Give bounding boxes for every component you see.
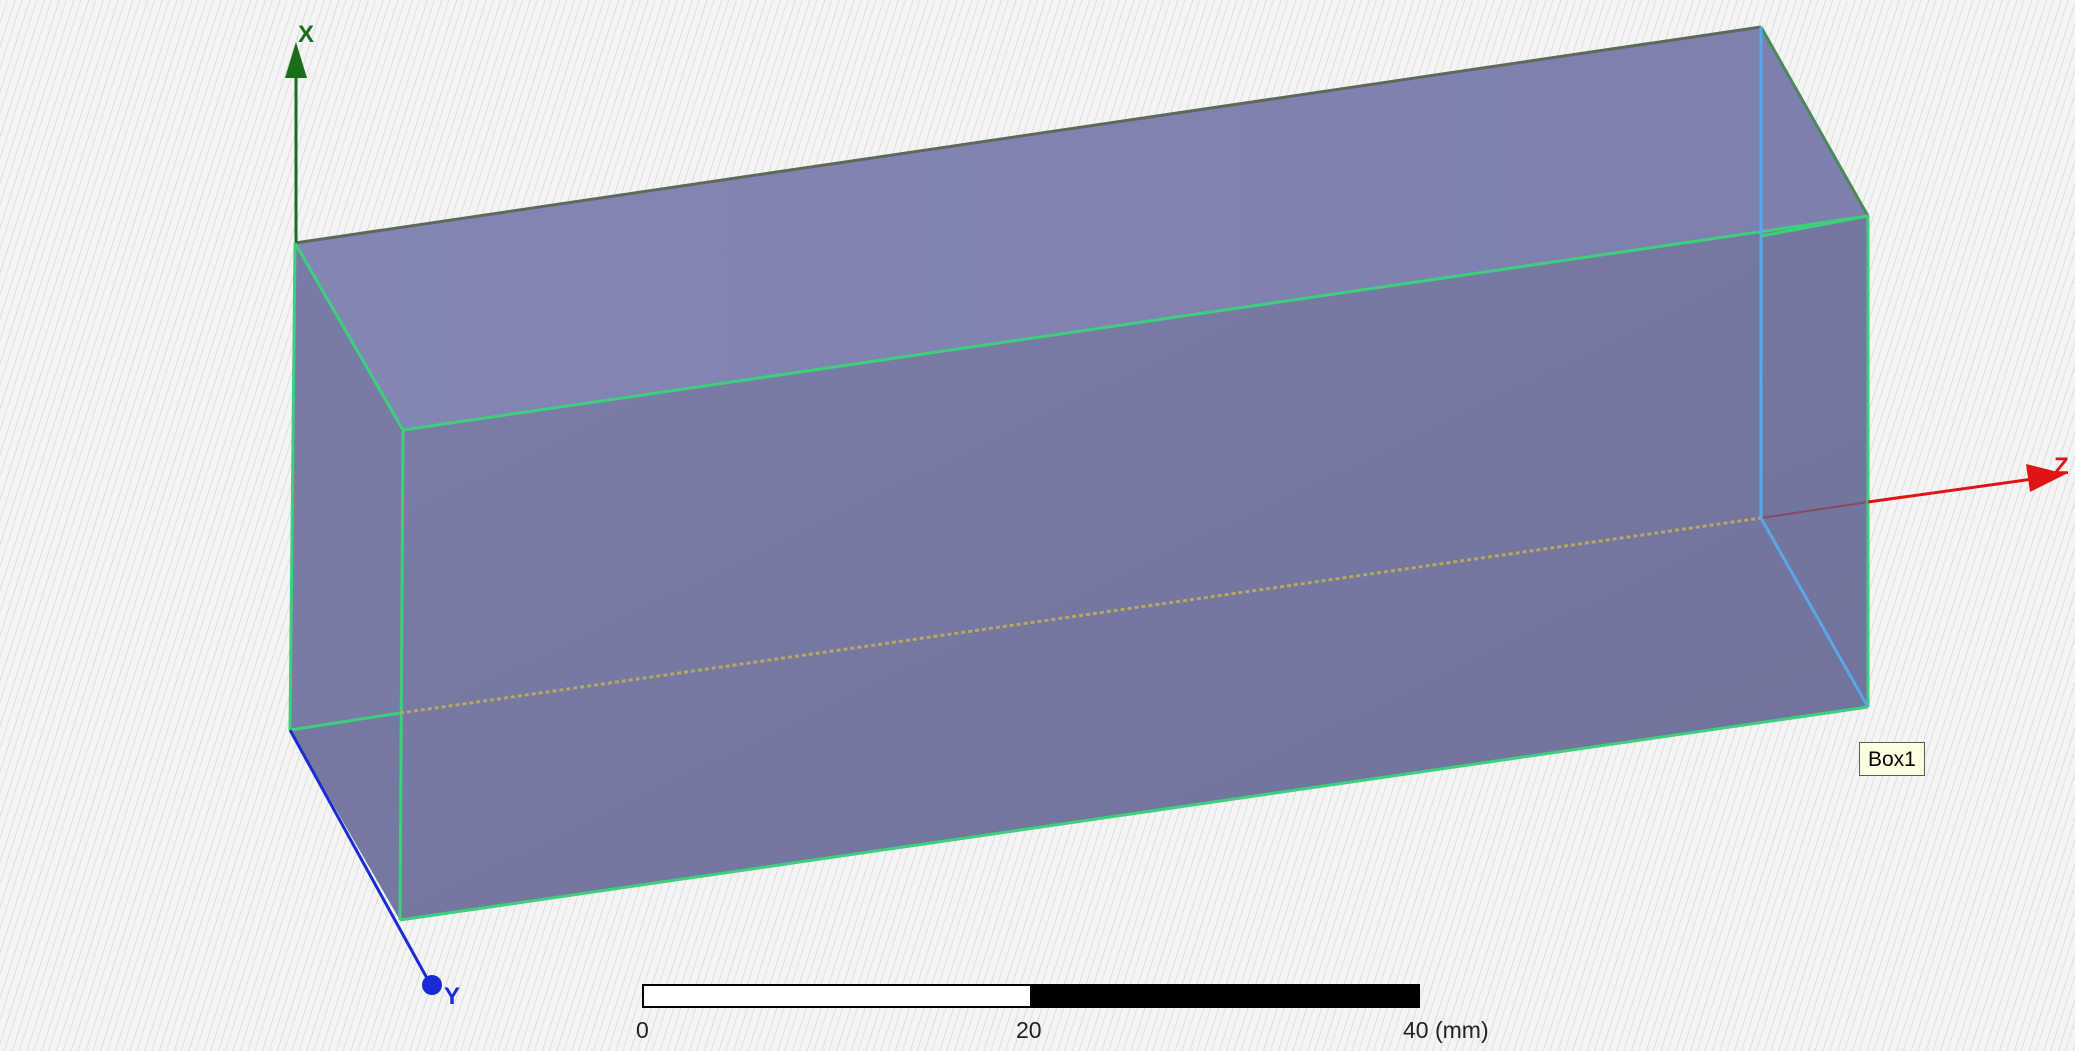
edge-bottom-front	[399, 705, 1869, 922]
edge-right-mid	[1760, 214, 1869, 238]
edge-top-back	[294, 25, 1762, 245]
scale-bar-segment-black	[1030, 984, 1420, 1008]
z-axis: Z	[1867, 453, 2069, 504]
scale-tick-40: 40 (mm)	[1403, 1017, 1489, 1043]
z-axis-hidden-segment	[1760, 501, 1869, 519]
edge-bottom-back	[399, 516, 1762, 715]
edge-left-front-vertical	[398, 429, 405, 921]
edge-bottom-right	[1759, 517, 1870, 708]
scale-bar: 0 20 40 (mm)	[636, 984, 1489, 1043]
box1-solid[interactable]	[290, 27, 1868, 920]
y-axis-label: Y	[444, 983, 460, 1010]
edge-left-back-vertical	[288, 242, 297, 731]
z-axis-arrowhead	[2026, 464, 2066, 492]
z-axis-label: Z	[2054, 453, 2069, 480]
y-axis: Y	[288, 729, 460, 1010]
edge-left-top	[293, 242, 405, 431]
x-axis-arrowhead	[285, 42, 307, 78]
edge-top-front	[402, 214, 1869, 432]
x-axis-label: X	[298, 21, 314, 48]
object-name-tooltip: Box1	[1859, 742, 1925, 776]
y-axis-arrowhead	[422, 975, 442, 995]
scale-bar-segment-white	[642, 984, 1032, 1008]
box1-front-face[interactable]	[400, 216, 1868, 920]
edge-right-top	[1759, 26, 1870, 217]
box1-top-face[interactable]	[295, 27, 1868, 430]
scale-tick-20: 20	[1016, 1017, 1042, 1043]
box1-edges	[288, 25, 1870, 922]
x-axis: X	[285, 21, 314, 243]
scale-tick-0: 0	[636, 1017, 649, 1043]
edge-bottom-left-short	[289, 711, 401, 732]
